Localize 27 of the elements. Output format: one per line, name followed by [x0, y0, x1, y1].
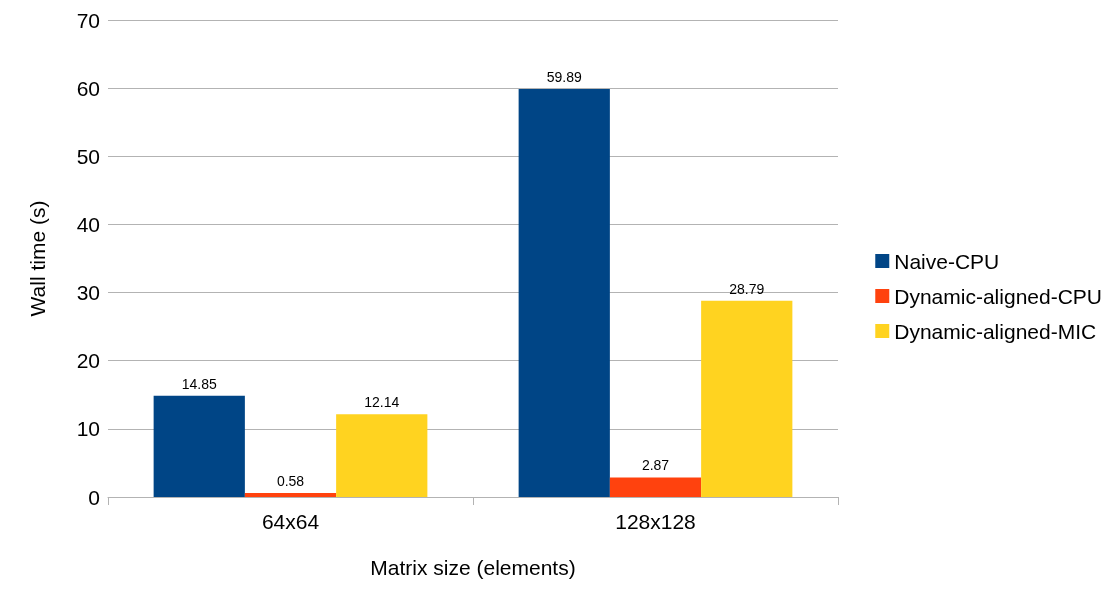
data-label: 14.85	[181, 375, 217, 392]
y-tick-label: 70	[76, 8, 100, 32]
data-label: 28.79	[729, 280, 765, 297]
data-label: 59.89	[546, 68, 582, 85]
bar	[153, 395, 245, 497]
bar	[244, 493, 337, 497]
x-tick-label: 64x64	[261, 510, 320, 533]
data-label: 0.58	[276, 473, 305, 490]
y-tick-label: 30	[76, 281, 100, 305]
bar	[336, 414, 428, 497]
legend-label: Dynamic-aligned-CPU	[894, 284, 1102, 308]
data-label: 2.87	[641, 457, 670, 474]
y-tick-label: 50	[76, 144, 100, 168]
x-axis-title: Matrix size (elements)	[370, 556, 576, 579]
x-tick-label: 128x128	[615, 510, 696, 533]
y-tick-label: 40	[76, 212, 100, 236]
bar	[609, 477, 702, 497]
legend-label: Dynamic-aligned-MIC	[894, 319, 1097, 343]
y-tick-label: 20	[76, 349, 100, 373]
bar	[518, 88, 610, 497]
legend-label: Naive-CPU	[894, 249, 1000, 273]
y-tick-label: 60	[76, 76, 100, 100]
data-label: 12.14	[364, 394, 400, 411]
y-tick-label: 10	[76, 417, 100, 441]
bar	[701, 300, 793, 497]
y-axis-title: Wall time (s)	[26, 200, 49, 317]
y-tick-label: 0	[88, 485, 100, 509]
